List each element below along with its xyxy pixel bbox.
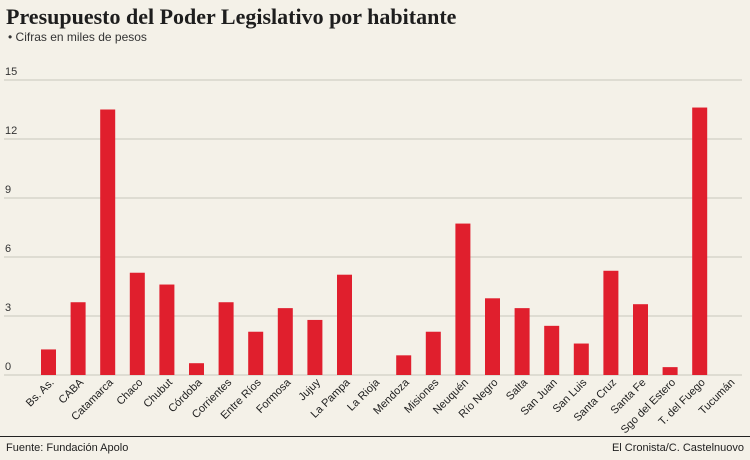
bar <box>159 284 175 375</box>
y-tick-label: 9 <box>5 184 11 196</box>
y-tick-label: 0 <box>5 361 11 373</box>
bar <box>455 223 471 375</box>
bar <box>485 298 500 375</box>
x-tick-label: Jujuy <box>296 376 323 403</box>
bar <box>218 302 234 375</box>
credit-note: El Cronista/C. Castelnuovo <box>611 442 744 454</box>
bar <box>307 319 323 375</box>
bar <box>277 308 293 375</box>
y-tick-label: 12 <box>5 125 17 137</box>
bar <box>129 272 145 375</box>
chart-title: Presupuesto del Poder Legislativo por ha… <box>6 4 457 29</box>
y-tick-label: 6 <box>5 243 11 255</box>
x-tick-label: Salta <box>504 376 531 403</box>
bar <box>41 349 56 375</box>
bar <box>100 109 116 375</box>
bar <box>662 367 678 375</box>
bar <box>70 302 86 375</box>
bar <box>425 331 441 375</box>
bar <box>396 355 412 375</box>
bar <box>337 274 352 375</box>
bar <box>573 343 589 375</box>
footer-divider <box>0 436 750 437</box>
bar <box>189 363 204 375</box>
y-tick-label: 15 <box>5 66 17 78</box>
bar <box>603 270 619 375</box>
bar <box>514 308 530 375</box>
x-tick-label: Bs. As. <box>24 377 57 410</box>
x-tick-label: Chaco <box>114 377 145 408</box>
bar <box>633 304 648 375</box>
source-note: Fuente: Fundación Apolo <box>6 442 129 454</box>
bar <box>248 331 264 375</box>
chart-subtitle: • Cifras en miles de pesos <box>8 30 147 44</box>
y-tick-label: 3 <box>5 302 11 314</box>
bar <box>692 107 708 376</box>
bar <box>544 325 560 375</box>
